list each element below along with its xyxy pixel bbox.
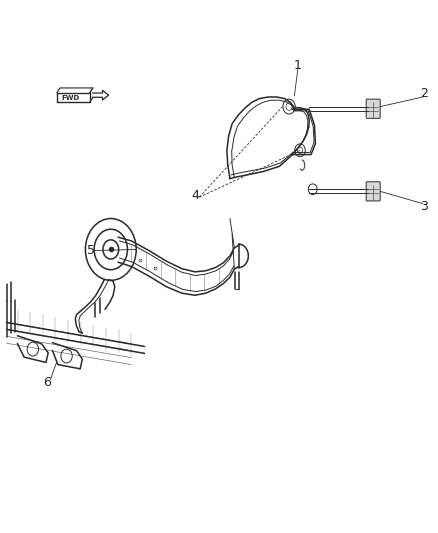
FancyBboxPatch shape (366, 182, 380, 201)
Text: 2: 2 (420, 87, 428, 100)
Text: 3: 3 (420, 200, 428, 213)
Text: 1: 1 (294, 59, 302, 71)
Text: FWD: FWD (62, 94, 80, 101)
Text: 5: 5 (87, 244, 95, 257)
FancyBboxPatch shape (366, 99, 380, 118)
Text: 4: 4 (191, 189, 199, 201)
Text: 6: 6 (43, 376, 51, 389)
